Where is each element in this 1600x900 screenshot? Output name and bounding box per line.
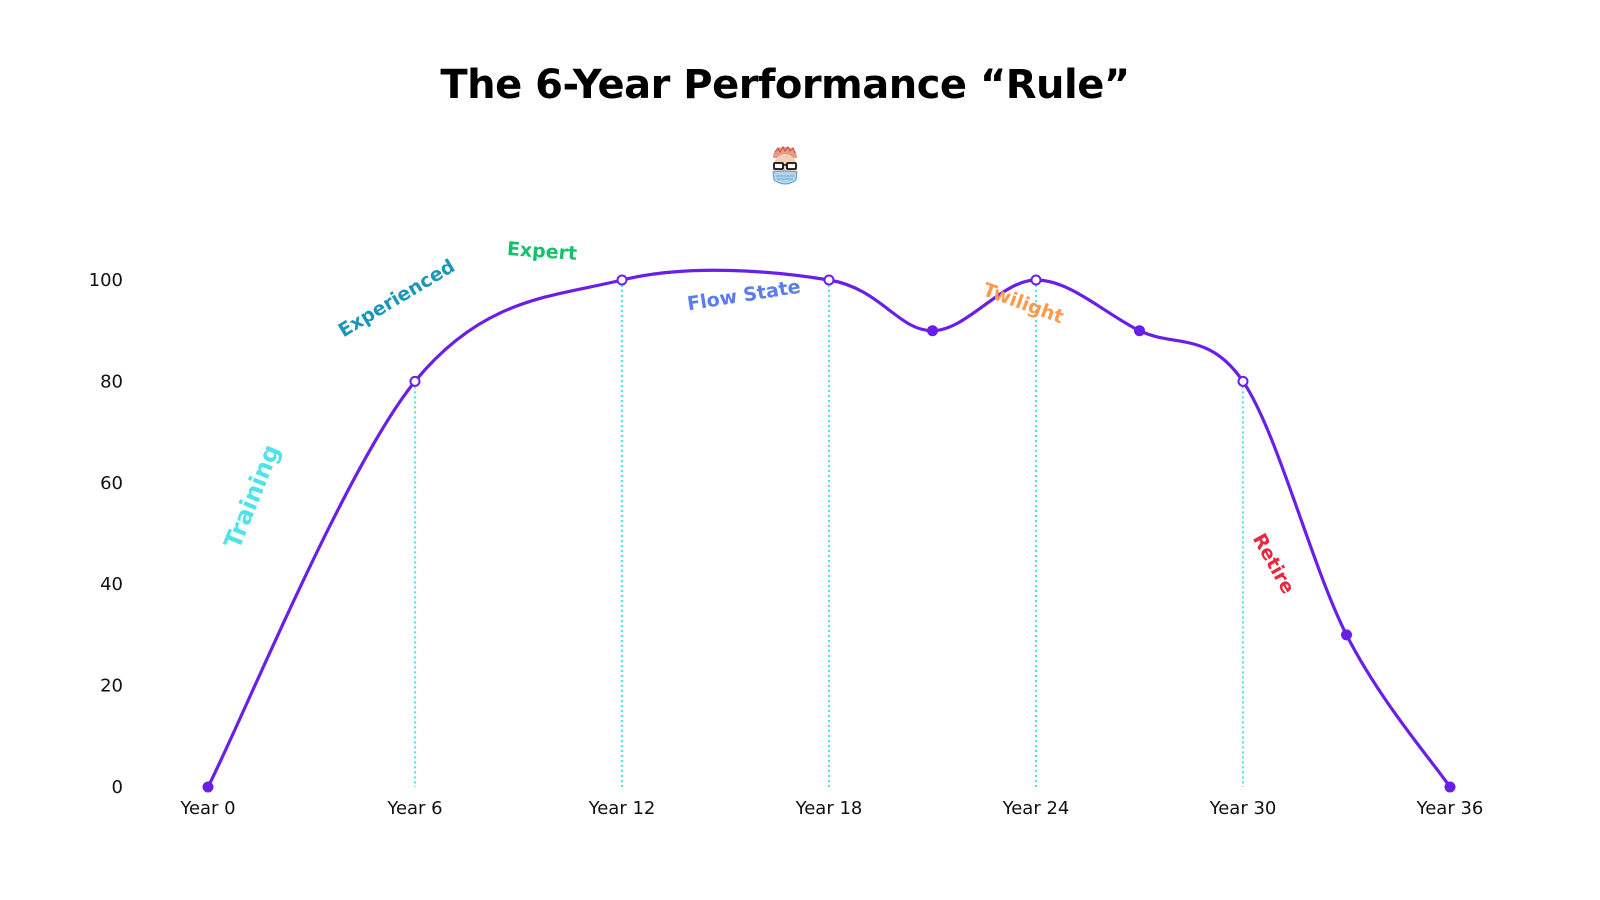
y-tick-label: 80 [100, 371, 123, 392]
data-point [1237, 375, 1249, 387]
phase-label: Experienced [335, 255, 459, 342]
y-tick-label: 0 [112, 777, 123, 798]
phase-label: Flow State [686, 276, 802, 316]
x-tick-label: Year 18 [795, 798, 863, 819]
data-point [202, 781, 214, 793]
x-tick-label: Year 12 [588, 798, 656, 819]
avatar-icon [772, 146, 798, 185]
data-point [1341, 629, 1352, 641]
x-tick-label: Year 24 [1002, 798, 1070, 819]
data-point [409, 375, 421, 387]
x-tick-label: Year 6 [386, 798, 442, 819]
data-point [616, 274, 628, 286]
phase-label: Training [219, 441, 286, 553]
series-line [206, 268, 1452, 789]
x-tick-label: Year 30 [1209, 798, 1277, 819]
x-tick-label: Year 0 [179, 798, 235, 819]
data-point [1134, 325, 1145, 337]
y-tick-label: 60 [100, 473, 123, 494]
y-tick-label: 40 [100, 574, 123, 595]
phase-label: Expert [506, 238, 578, 265]
y-tick-label: 100 [89, 270, 123, 291]
y-tick-label: 20 [100, 676, 123, 697]
phase-label: Retire [1248, 530, 1299, 598]
chart-title: The 6-Year Performance “Rule” [440, 62, 1130, 108]
data-point [927, 325, 938, 337]
data-point [1030, 274, 1042, 286]
data-point [823, 274, 835, 286]
phase-label: Twilight [980, 279, 1067, 328]
x-tick-label: Year 36 [1416, 798, 1484, 819]
data-point [1444, 781, 1456, 793]
